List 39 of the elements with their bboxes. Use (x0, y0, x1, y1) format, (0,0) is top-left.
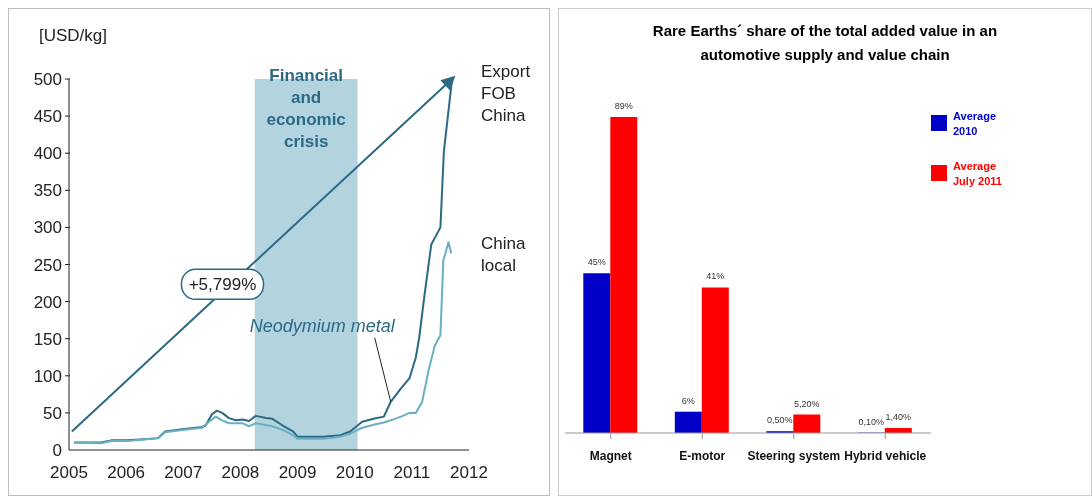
y-tick-label: 100 (33, 366, 62, 386)
y-tick-label: 350 (33, 181, 62, 201)
data-label: 5,20% (794, 398, 820, 409)
data-label: 1,40% (885, 412, 912, 423)
chart-title: Rare Earths´ share of the total added value in an automotive supply and value chain (651, 21, 999, 65)
x-tick-label: E-motor (679, 448, 726, 463)
legend-label: Average July 2011 (953, 160, 1002, 187)
y-tick-label: 200 (33, 292, 62, 312)
series-label: Export FOB China (481, 62, 531, 126)
y-tick-label: 400 (33, 144, 62, 164)
y-tick-label: 300 (33, 218, 62, 238)
x-tick-label: 2007 (164, 463, 203, 483)
x-tick-label: 2012 (450, 463, 488, 483)
x-tick-label: 2008 (221, 463, 260, 483)
data-label: 6% (681, 395, 695, 406)
x-tick-label: 2011 (393, 463, 431, 483)
y-tick-label: 50 (43, 403, 62, 423)
y-tick-label: 0 (52, 441, 62, 460)
y-tick-label: 500 (33, 70, 62, 89)
data-label: 89% (614, 101, 633, 111)
x-tick-label: Magnet (589, 448, 632, 463)
x-tick-label: 2010 (335, 463, 374, 483)
x-tick-label: 2005 (50, 463, 88, 483)
x-tick-label: 2009 (278, 463, 317, 483)
data-label: 0,50% (767, 415, 793, 426)
series-label: China local (481, 234, 526, 276)
x-tick-label: Hybrid vehicle (844, 448, 927, 463)
legend-label: Average 2010 (953, 110, 997, 137)
y-tick-label: 450 (33, 107, 62, 127)
data-label: 45% (587, 257, 606, 268)
x-tick-label: Steering system (747, 448, 841, 463)
annotation: +5,799% (188, 275, 257, 295)
y-tick-label: 250 (33, 255, 62, 275)
band-label: Financial and economic crisis (266, 66, 346, 151)
data-label: 41% (706, 271, 725, 282)
y-axis-title: [USD/kg] (39, 26, 108, 45)
y-tick-label: 150 (33, 329, 62, 349)
x-tick-label: 2006 (107, 463, 146, 483)
data-label: 0,10% (858, 416, 885, 427)
